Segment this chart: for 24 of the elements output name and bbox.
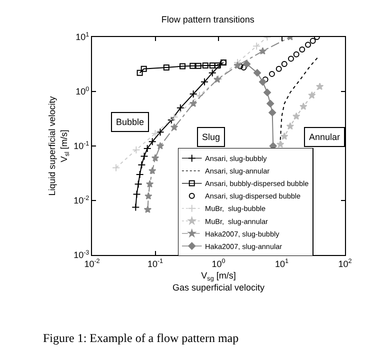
legend-label: Ansari, bubbly-dispersed bubble xyxy=(205,179,309,188)
x-tick-label: 10$^{-2}$ xyxy=(84,258,100,269)
annotation: Bubble xyxy=(116,117,144,127)
legend-label: MuBr, slug-bubble xyxy=(205,204,266,214)
y-tick-label: 10$^{-2}$ xyxy=(74,194,90,206)
chart-title: Flow pattern transitions xyxy=(161,14,255,25)
legend-label: Ansari, slug-annular xyxy=(205,166,270,176)
legend-label: Haka2007, slug-bubbly xyxy=(205,229,280,238)
x-axis-title: V$_{sg}$ [m/s] Gas superficial velocity xyxy=(172,270,266,292)
legend-label: Haka2007, slug-annular xyxy=(205,242,283,251)
x-tick-label: 10$^{0}$ xyxy=(212,258,226,269)
x-tick-label: 10$^{1}$ xyxy=(274,258,289,269)
caption: Figure 1: Example of a flow pattern map xyxy=(43,331,239,345)
y-tick-label: 10$^{0}$ xyxy=(76,86,90,97)
legend-label: Ansari, slug-bubbly xyxy=(205,154,268,164)
legend-label: MuBr, slug-annular xyxy=(205,216,269,226)
y-tick-label: 10$^{-3}$ xyxy=(74,249,90,260)
annotation: Annular xyxy=(309,132,340,142)
x-tick-label: 10$^{-1}$ xyxy=(147,258,164,269)
legend-label: Ansari, slug-dispersed bubble xyxy=(205,192,301,201)
y-tick-label: 10$^{-1}$ xyxy=(74,140,90,152)
annotation: Slug xyxy=(202,132,220,142)
x-tick-label: 10$^{2}$ xyxy=(338,258,352,269)
y-tick-label: 10$^{1}$ xyxy=(76,31,90,42)
